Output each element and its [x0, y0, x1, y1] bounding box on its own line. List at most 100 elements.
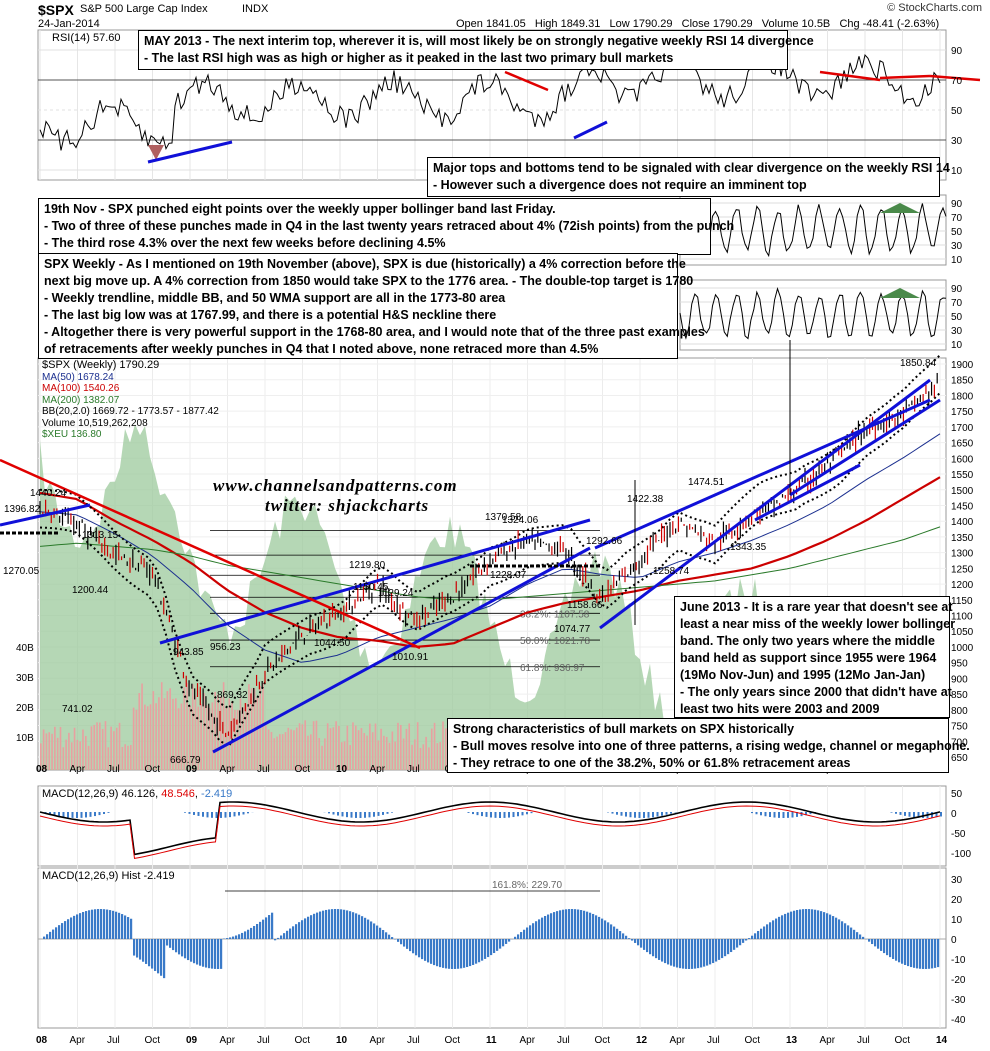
hist-bar: [388, 934, 391, 939]
note-major-line2: - However such a divergence does not req…: [433, 178, 807, 192]
volume-bar: [318, 737, 321, 770]
macd-hist-bar: [485, 812, 488, 817]
volume-bar: [391, 731, 394, 770]
hist-tick: -40: [951, 1015, 966, 1026]
bottom-x-label: 14: [936, 1035, 948, 1046]
trendline: [159, 518, 591, 645]
mini-rsi-tick: 70: [951, 213, 963, 224]
volume-bar: [87, 745, 90, 770]
volume-bar: [385, 736, 388, 770]
macd-hist-bar: [922, 812, 924, 818]
hist-bar: [310, 915, 313, 939]
chart-header: $SPX S&P 500 Large Cap Index INDX 24-Jan…: [38, 2, 988, 32]
hist-bar: [73, 915, 76, 939]
volume-bar: [121, 746, 124, 770]
price-x-label: Apr: [70, 764, 86, 775]
level-label: 956.23: [210, 642, 241, 653]
hist-bar: [769, 922, 772, 939]
hist-bar: [913, 939, 916, 968]
price-tick: 1300: [951, 549, 974, 560]
hist-bar: [52, 929, 55, 939]
volume-bar: [220, 696, 222, 770]
volume-bar: [270, 731, 273, 770]
volume-bar: [383, 735, 385, 770]
macd-signal-value: 48.546: [161, 788, 195, 800]
macd-hist-bar: [341, 812, 344, 817]
volume-bar: [380, 728, 382, 770]
hist-bar: [907, 939, 910, 967]
hist-bar: [646, 939, 649, 953]
price-x-label: Oct: [295, 764, 311, 775]
hist-bar: [346, 910, 349, 939]
level-label: 1010.91: [392, 652, 429, 663]
hist-bar: [232, 936, 235, 939]
hist-bar: [571, 909, 574, 939]
volume-bar: [228, 698, 231, 770]
level-label: 741.02: [62, 704, 93, 715]
note-june-line6: - The only years since 2000 that didn't …: [680, 685, 952, 699]
hist-bar: [412, 939, 415, 954]
hist-bar: [298, 922, 301, 939]
macd-hist-bar: [940, 812, 942, 817]
volume-bar: [321, 745, 323, 770]
hist-bar: [340, 909, 343, 939]
volume-bar: [329, 728, 332, 770]
macd-hist-bar: [647, 812, 650, 818]
volume-bar: [186, 682, 188, 770]
price-tick: 1500: [951, 486, 974, 497]
volume-bar: [54, 726, 56, 770]
hist-bar: [235, 935, 238, 939]
brand: © StockCharts.com: [887, 2, 982, 14]
hist-bar: [289, 928, 292, 939]
volume-tick: 20B: [16, 703, 34, 714]
macd-tick: 50: [951, 789, 963, 800]
volume-bar: [402, 738, 405, 770]
hist-bar: [487, 939, 490, 958]
hist-bar: [319, 911, 322, 939]
price-level-labels: 1850.84 1474.51 1422.38 1343.35 1370.58 1292.…: [3, 358, 937, 766]
hist-bar: [361, 916, 364, 939]
note-may2013-line2: - The last RSI high was as high or highe…: [144, 51, 674, 65]
macd-tick: -50: [951, 829, 966, 840]
hist-bar: [886, 939, 889, 956]
hist-bar: [937, 939, 940, 968]
hist-bar: [172, 939, 175, 951]
volume-bar: [104, 721, 107, 770]
hist-bar: [595, 915, 598, 939]
note-major: Major tops and bottoms tend to be signal…: [427, 157, 950, 197]
hist-bar: [181, 939, 184, 957]
fib-label: 38.2%: 1107.58: [520, 609, 590, 620]
hist-bar: [652, 939, 655, 957]
hist-bar: [466, 939, 469, 968]
hist-bar: [118, 912, 121, 939]
volume-bar: [445, 728, 447, 770]
hist-bar: [601, 918, 604, 939]
ma-line-1: [39, 433, 941, 663]
volume-bar: [110, 726, 112, 770]
volume-bar: [298, 723, 301, 770]
hist-bar: [226, 938, 229, 939]
legend-volume: Volume 10,519,262,208: [42, 417, 148, 429]
hist-bar: [811, 909, 814, 939]
hist-bar: [784, 913, 787, 939]
hist-bar: [589, 912, 592, 939]
hist-bar: [70, 917, 73, 939]
macd-hist-bar: [890, 812, 893, 813]
macd-hist-bar: [346, 812, 348, 818]
macd-hist-bar: [616, 812, 618, 815]
macd-hist-bar: [904, 812, 906, 816]
level-label: 666.79: [170, 755, 201, 766]
hist-bar: [739, 939, 742, 946]
hist-bar: [877, 939, 880, 949]
hist-bar: [250, 927, 253, 939]
hist-bar: [139, 939, 142, 960]
hist-bar: [400, 939, 403, 945]
hist-bar: [505, 939, 508, 944]
rsi-red-arrow: [819, 70, 881, 82]
volume-bar: [82, 729, 84, 770]
note-june-line1: June 2013 - It is a rare year that doesn…: [680, 600, 953, 614]
macd-hist-bar: [80, 812, 83, 818]
macd-value: 46.126: [121, 788, 156, 800]
hist-bar: [292, 926, 295, 939]
hist-bar: [847, 925, 850, 939]
